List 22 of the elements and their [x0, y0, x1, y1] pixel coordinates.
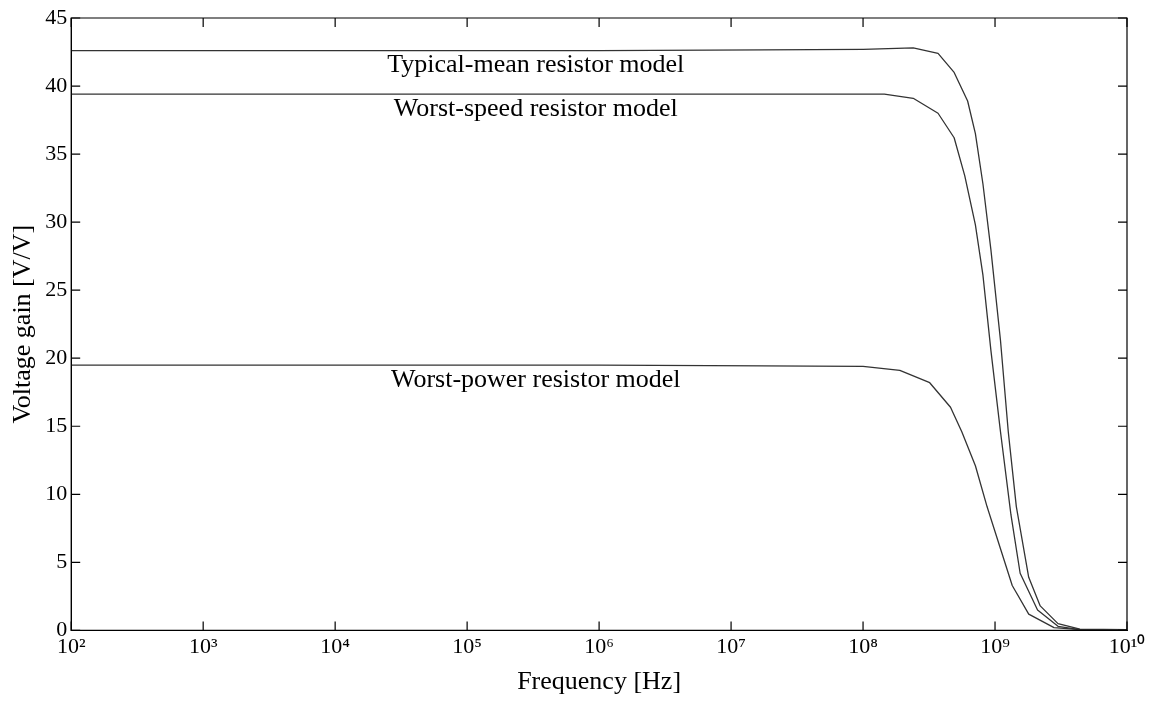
series-label: Worst-power resistor model: [390, 363, 681, 393]
x-axis-title: Frequency [Hz]: [517, 666, 682, 696]
y-tick-label: 45: [45, 3, 68, 29]
y-tick-label: 30: [45, 207, 68, 233]
y-tick-label: 20: [45, 344, 68, 369]
x-tick-label: 10⁵: [452, 633, 482, 659]
x-tick-label: 10⁹: [980, 633, 1011, 659]
y-tick-label: 35: [45, 139, 68, 165]
y-tick-label: 10: [45, 480, 68, 506]
y-tick-label: 15: [45, 412, 68, 438]
y-axis-title: Voltage gain [V/V]: [7, 224, 37, 424]
x-tick-label: 10⁸: [848, 633, 878, 659]
x-tick-label: 10⁴: [320, 633, 351, 659]
x-tick-label: 10⁷: [716, 633, 746, 659]
x-tick-label: 10³: [188, 633, 218, 659]
series-label: Worst-speed resistor model: [393, 93, 678, 123]
y-tick-label: 25: [45, 275, 68, 301]
y-tick-label: 40: [45, 71, 68, 97]
y-tick-label: 5: [56, 548, 68, 574]
series-label: Typical-mean resistor model: [387, 49, 685, 79]
x-tick-label: 10⁶: [584, 633, 614, 659]
x-tick-label: 10¹⁰: [1108, 633, 1146, 659]
